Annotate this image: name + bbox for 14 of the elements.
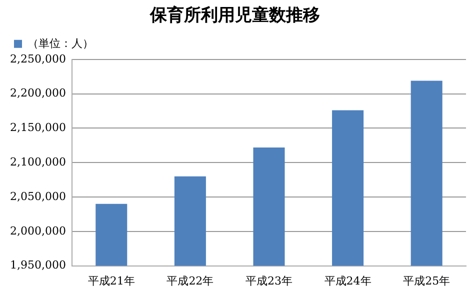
x-tick-label: 平成21年 (88, 274, 135, 288)
legend-label: （単位：人） (28, 36, 94, 50)
y-tick-label: 2,250,000 (10, 52, 66, 66)
x-tick-label: 平成22年 (166, 274, 214, 288)
x-tick-label: 平成24年 (324, 274, 372, 288)
y-tick-label: 2,100,000 (10, 155, 66, 168)
y-tick-label: 2,050,000 (10, 190, 66, 203)
x-tick-label: 平成25年 (403, 274, 450, 288)
y-tick-label: 2,150,000 (10, 121, 66, 134)
y-tick-label: 2,200,000 (10, 86, 66, 100)
x-tick-label: 平成23年 (245, 274, 292, 288)
y-tick-label: 1,950,000 (10, 258, 66, 272)
chart-title: 保育所利用児童数推移 (149, 4, 320, 26)
y-tick-label: 2,000,000 (10, 224, 66, 238)
